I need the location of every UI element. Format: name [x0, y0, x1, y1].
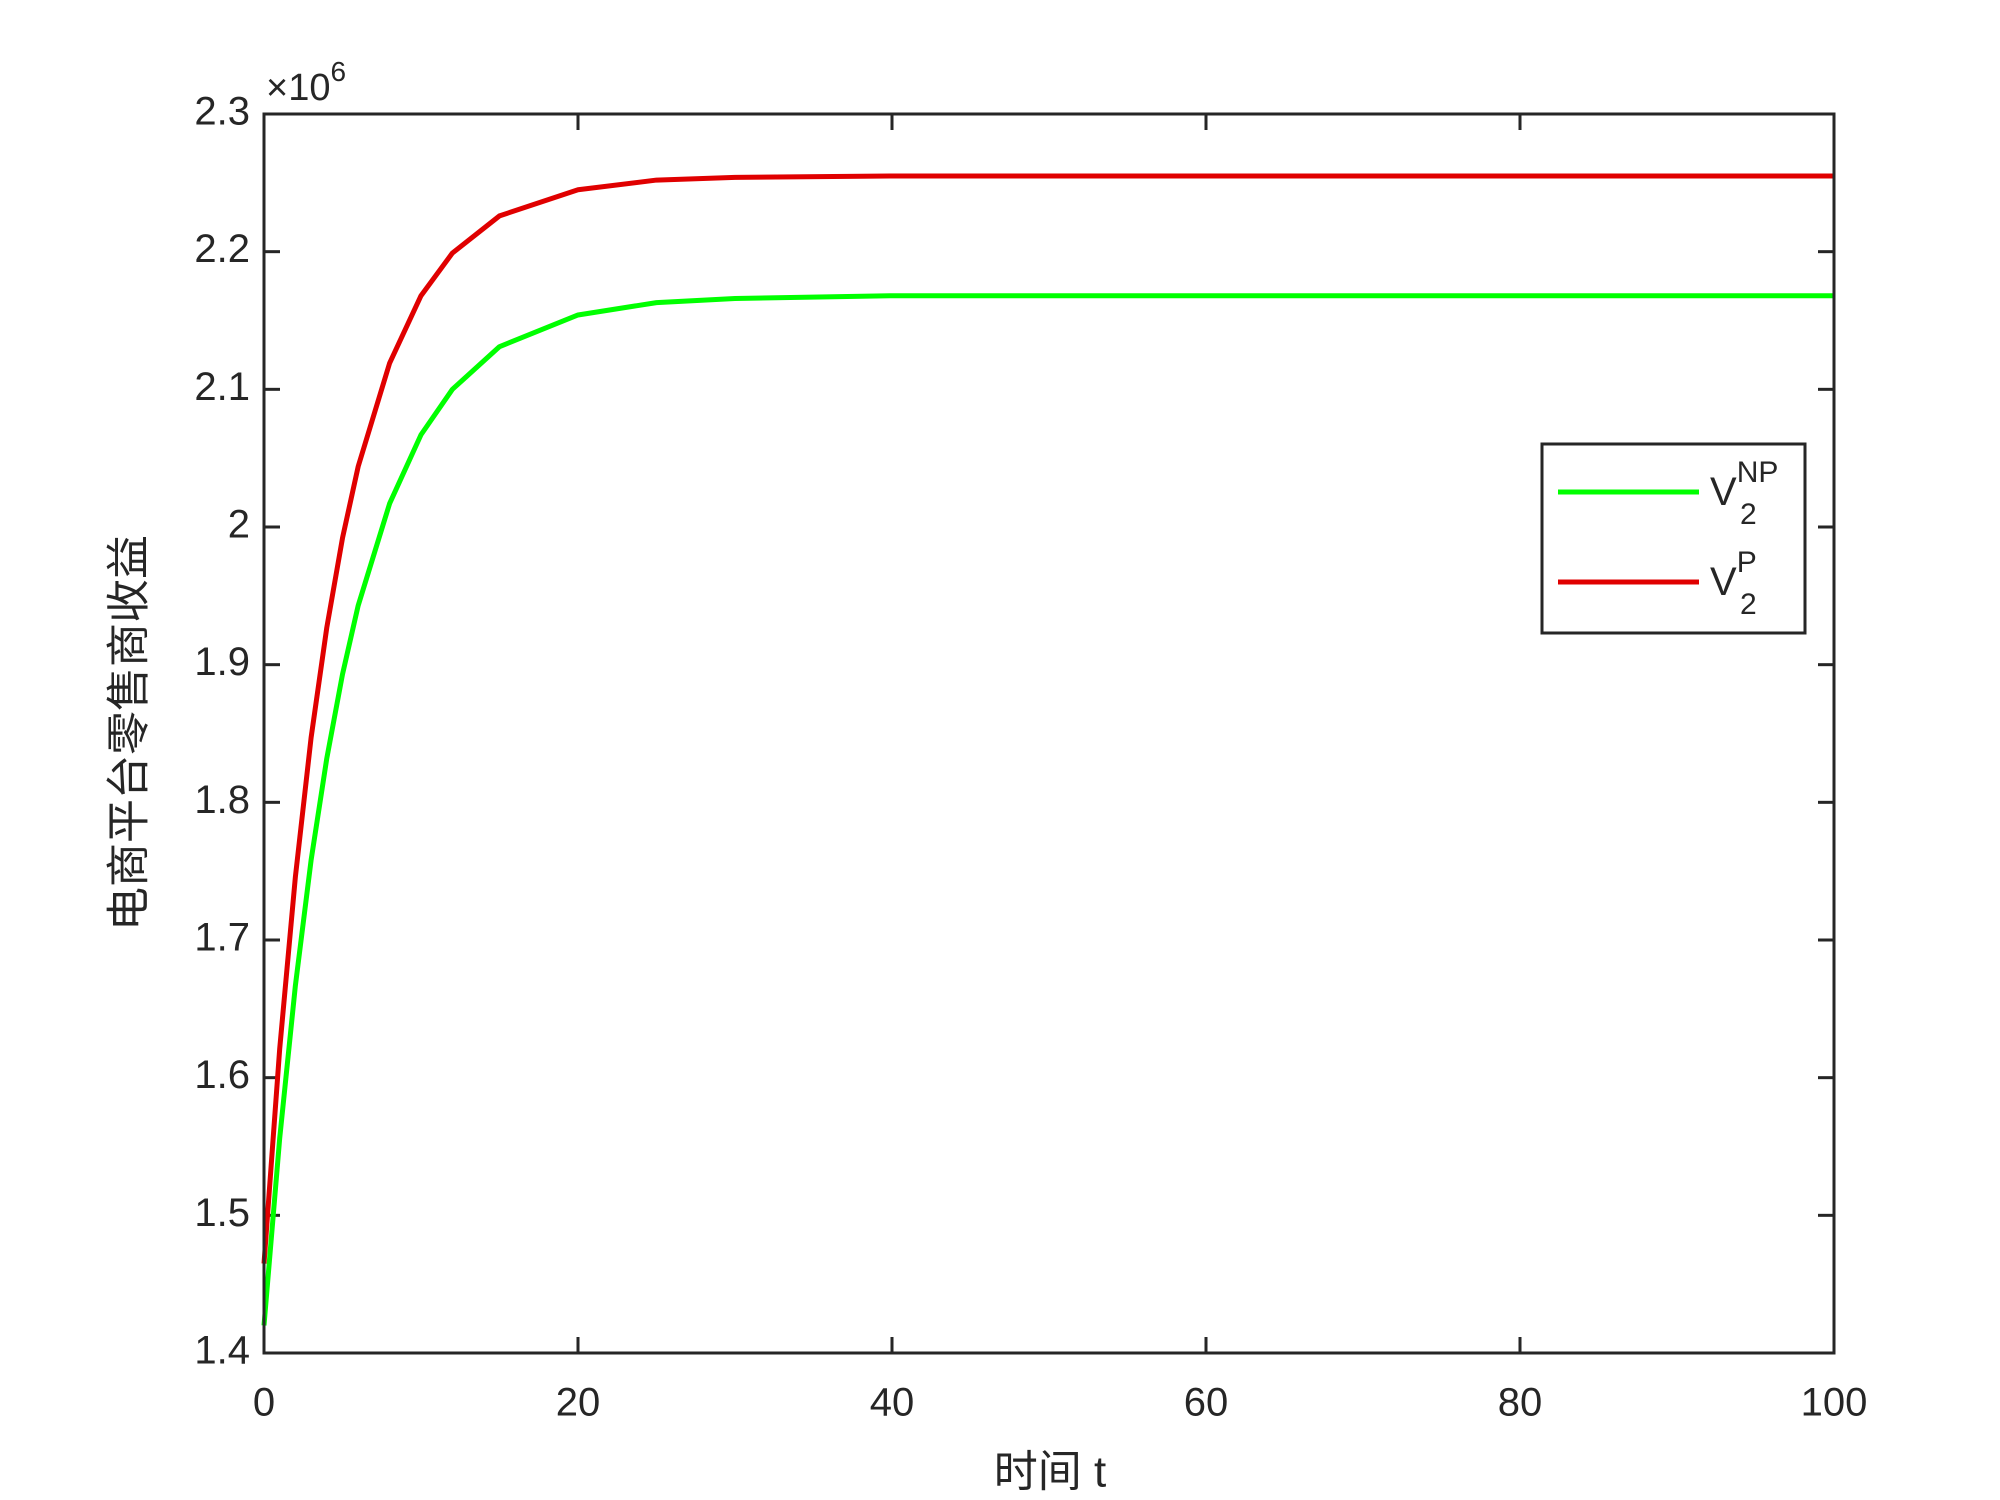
y-tick-label: 1.4	[194, 1329, 250, 1373]
x-tick-label: 20	[556, 1381, 601, 1425]
x-tick-label: 80	[1498, 1381, 1543, 1425]
y-multiplier-power: 6	[330, 56, 346, 87]
y-tick-label: 1.7	[194, 916, 250, 960]
x-axis-label: 时间 t	[994, 1448, 1106, 1497]
y-axis-label: 电商平台零售商收益	[105, 535, 154, 931]
y-tick-label: 2.1	[194, 365, 250, 409]
legend-box	[1540, 442, 1807, 635]
x-tick-label: 40	[870, 1381, 915, 1425]
axes-box	[262, 112, 1836, 1355]
x-tick-label: 100	[1801, 1381, 1868, 1425]
series-line	[261, 173, 1834, 1264]
series-line	[261, 293, 1834, 1326]
y-tick-label: 2	[228, 503, 250, 547]
legend-label-sup: P	[1737, 546, 1757, 579]
y-multiplier: ×106	[266, 56, 346, 109]
y-tick-label: 1.8	[194, 778, 250, 822]
legend-label-base: V	[1710, 560, 1737, 604]
y-multiplier-base: ×10	[266, 67, 330, 109]
plot-area	[264, 114, 1834, 1353]
legend-label-sub: 2	[1740, 588, 1757, 621]
x-tick-label: 0	[253, 1381, 275, 1425]
y-tick-label: 1.5	[194, 1191, 250, 1235]
legend-label-sup: NP	[1737, 456, 1779, 489]
legend-label: VNP 2	[1710, 456, 1778, 531]
y-tick-label: 2.3	[194, 90, 250, 134]
legend-label-sub: 2	[1740, 498, 1757, 531]
legend-label-base: V	[1710, 470, 1737, 514]
y-tick-label: 1.6	[194, 1053, 250, 1097]
y-tick-label: 2.2	[194, 227, 250, 271]
x-tick-label: 60	[1184, 1381, 1229, 1425]
y-tick-label: 1.9	[194, 640, 250, 684]
legend-label: VP 2	[1710, 546, 1757, 621]
